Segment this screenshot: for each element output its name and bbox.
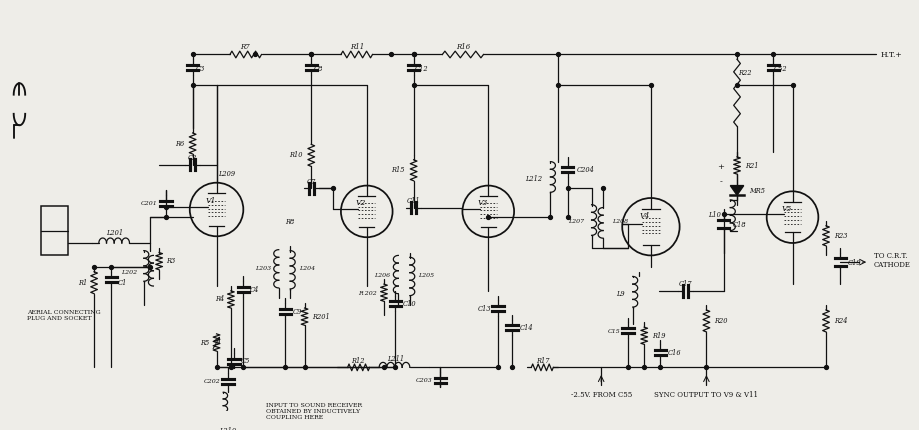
Text: L204: L204 <box>299 266 315 271</box>
Text: L205: L205 <box>418 273 435 277</box>
Text: R20: R20 <box>714 317 728 325</box>
Text: R24: R24 <box>834 317 847 325</box>
Text: L210: L210 <box>220 426 236 430</box>
Text: C13: C13 <box>478 304 491 312</box>
Text: L10: L10 <box>708 211 720 219</box>
Text: C10: C10 <box>403 300 416 307</box>
Text: -2.5V. FROM C55: -2.5V. FROM C55 <box>571 390 631 398</box>
Text: INPUT TO SOUND RECEIVER
OBTAINED BY INDUCTIVELY
COUPLING HERE: INPUT TO SOUND RECEIVER OBTAINED BY INDU… <box>267 402 362 419</box>
Text: TO C.R.T.
CATHODE: TO C.R.T. CATHODE <box>874 251 911 268</box>
Text: C2: C2 <box>187 154 198 162</box>
Text: C8: C8 <box>314 65 323 73</box>
Text: C14: C14 <box>520 323 533 332</box>
Text: C202: C202 <box>204 378 221 384</box>
Text: R201: R201 <box>312 312 330 320</box>
Text: C15: C15 <box>607 328 620 333</box>
Text: R3: R3 <box>165 257 176 264</box>
Text: C7: C7 <box>307 177 316 185</box>
Text: C4: C4 <box>250 285 259 293</box>
Text: R23: R23 <box>834 232 847 240</box>
Text: L201: L201 <box>106 229 123 237</box>
Text: R21: R21 <box>744 161 758 169</box>
Text: C52: C52 <box>774 65 788 73</box>
Text: R22: R22 <box>738 68 752 77</box>
Text: C18: C18 <box>732 220 746 228</box>
Text: R1: R1 <box>78 279 87 286</box>
Text: R15: R15 <box>391 166 405 174</box>
Text: C12: C12 <box>414 65 428 73</box>
Text: C5: C5 <box>241 356 250 364</box>
Text: L202: L202 <box>121 270 137 274</box>
Text: H.T.+: H.T.+ <box>880 51 902 59</box>
Text: MR5: MR5 <box>750 187 766 195</box>
Text: C204: C204 <box>576 166 595 174</box>
Text: L207: L207 <box>568 219 584 224</box>
Text: V2: V2 <box>356 198 366 206</box>
Text: R6: R6 <box>175 139 184 147</box>
Text: L211: L211 <box>387 354 404 362</box>
Text: R16: R16 <box>456 43 471 51</box>
Text: R12: R12 <box>351 356 365 364</box>
Text: SYNC OUTPUT TO V9 & V11: SYNC OUTPUT TO V9 & V11 <box>654 390 758 398</box>
Text: -: - <box>720 177 722 185</box>
Text: L206: L206 <box>375 273 391 277</box>
Text: C201: C201 <box>141 201 157 206</box>
Text: R8: R8 <box>286 218 295 225</box>
Text: R17: R17 <box>536 356 550 364</box>
Text: R11: R11 <box>350 43 364 51</box>
Text: V5: V5 <box>781 204 792 212</box>
Text: C203: C203 <box>416 378 433 382</box>
Text: R10: R10 <box>289 150 302 159</box>
Text: L209: L209 <box>219 170 235 178</box>
Polygon shape <box>731 186 743 196</box>
Text: C19: C19 <box>848 258 862 267</box>
Text: C3: C3 <box>196 65 205 73</box>
Text: L203: L203 <box>255 266 271 271</box>
Text: R19: R19 <box>652 331 665 339</box>
Text: L212: L212 <box>525 175 542 182</box>
Text: L208: L208 <box>612 219 628 224</box>
Text: V1: V1 <box>206 197 216 204</box>
Text: C1: C1 <box>118 279 128 286</box>
Text: L9: L9 <box>617 289 625 297</box>
Text: V3: V3 <box>477 198 488 206</box>
Text: C11: C11 <box>407 197 421 204</box>
Text: C17: C17 <box>678 280 692 288</box>
Text: R4: R4 <box>215 295 224 303</box>
Text: R7: R7 <box>241 43 250 51</box>
Text: R 202: R 202 <box>358 291 378 295</box>
Text: V4: V4 <box>640 212 651 220</box>
Text: C9: C9 <box>293 307 302 315</box>
Text: R5: R5 <box>199 338 209 346</box>
Text: AERIAL CONNECTING
PLUG AND SOCKET: AERIAL CONNECTING PLUG AND SOCKET <box>27 310 101 320</box>
Text: C16: C16 <box>668 348 682 356</box>
Text: +: + <box>717 163 724 171</box>
